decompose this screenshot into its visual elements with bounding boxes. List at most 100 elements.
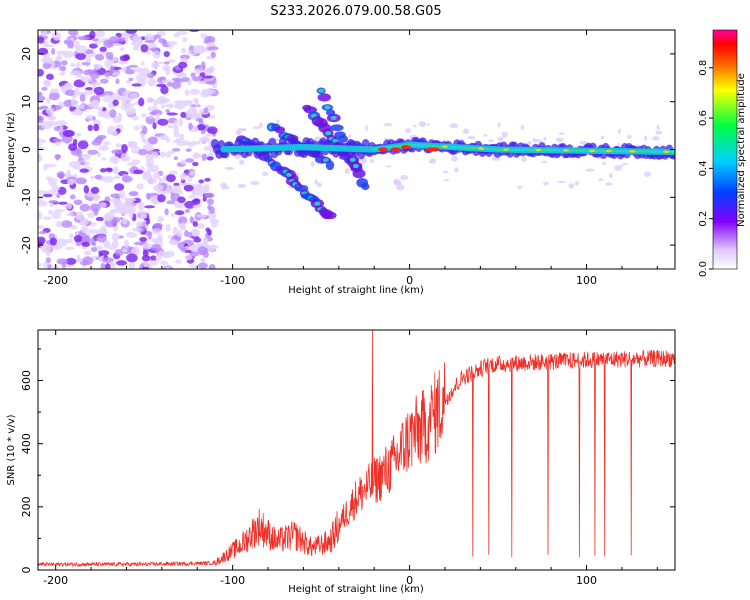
noise-blob (55, 154, 60, 161)
noise-blob (75, 177, 87, 185)
noise-blob (64, 246, 75, 251)
noise-blob (99, 168, 107, 173)
noise-blob (73, 199, 83, 205)
noise-blob (190, 72, 196, 78)
noise-blob (125, 66, 131, 70)
y-tick-label: 0 (20, 567, 33, 574)
streak-core (330, 116, 337, 121)
noise-blob (123, 239, 129, 249)
noise-blob (43, 56, 54, 64)
ridge-core (671, 150, 675, 154)
speckle (252, 126, 262, 130)
noise-blob (134, 67, 143, 73)
noise-blob (69, 70, 82, 76)
noise-blob (184, 89, 190, 96)
noise-blob (171, 81, 182, 90)
speckle (541, 160, 548, 164)
noise-blob (203, 67, 212, 76)
noise-blob (56, 171, 66, 179)
noise-blob (197, 262, 208, 269)
noise-blob (208, 264, 216, 269)
warm-spot (589, 149, 596, 153)
noise-blob (120, 152, 128, 161)
noise-blob (119, 190, 126, 200)
noise-blob (148, 115, 155, 119)
speckle (224, 166, 233, 170)
noise-blob (38, 142, 42, 147)
noise-blob (144, 205, 156, 209)
noise-blob (134, 125, 140, 131)
speckle (521, 156, 527, 163)
noise-blob (153, 172, 161, 180)
warm-spot (478, 147, 485, 150)
noise-blob (90, 246, 98, 253)
noise-blob (176, 230, 183, 237)
noise-blob (122, 218, 128, 225)
noise-blob (74, 211, 84, 220)
noise-blob (38, 190, 48, 195)
noise-blob (93, 86, 105, 95)
hot-spot (429, 147, 440, 152)
streak-core (349, 157, 356, 162)
noise-blob (160, 260, 169, 266)
speckle (614, 165, 622, 171)
noise-blob (148, 136, 159, 145)
noise-blob (51, 104, 62, 111)
noise-blob (168, 239, 178, 245)
noise-blob (183, 184, 194, 192)
noise-blob (51, 47, 56, 55)
colorbar: 0.0 0.2 0.4 0.6 0.8 Normalized spectral ampl… (698, 29, 747, 277)
streak-core (285, 172, 292, 177)
noise-blob (128, 64, 139, 68)
noise-blob (110, 65, 115, 74)
speckle (383, 137, 391, 141)
y-tick-label: 0 (20, 146, 33, 153)
noise-blob (111, 208, 118, 213)
noise-blob (133, 169, 144, 175)
noise-blob (67, 176, 77, 180)
speckle (568, 183, 575, 189)
noise-blob (121, 98, 127, 106)
spectrogram-x-label: Height of straight line (km) (288, 285, 424, 296)
noise-blob (118, 96, 125, 101)
speckle (574, 181, 580, 186)
noise-blob (166, 82, 173, 87)
noise-blob (210, 51, 216, 59)
streak-core (325, 131, 332, 136)
noise-blob (38, 68, 44, 77)
noise-blob (207, 204, 212, 211)
noise-blob (124, 208, 136, 213)
noise-blob (115, 78, 120, 85)
noise-blob (87, 212, 95, 219)
noise-blob (128, 191, 139, 197)
noise-blob (139, 213, 147, 219)
noise-blob (93, 123, 100, 132)
noise-blob (146, 72, 155, 79)
noise-blob (184, 255, 193, 261)
warm-spot (629, 150, 636, 153)
y-tick-label: -10 (20, 188, 33, 206)
speckle (413, 124, 417, 128)
noise-blob (103, 39, 115, 48)
streak-blob (274, 126, 286, 134)
noise-blob (149, 47, 161, 51)
noise-blob (138, 149, 148, 156)
noise-blob (204, 177, 211, 182)
noise-blob (121, 143, 128, 153)
noise-blob (121, 248, 128, 253)
noise-blob (126, 253, 138, 263)
noise-blob (51, 185, 60, 192)
noise-blob (179, 133, 185, 140)
noise-blob (190, 141, 201, 145)
speckle (383, 122, 393, 127)
noise-blob (192, 221, 199, 227)
noise-blob (42, 261, 49, 268)
ridge-halo (300, 148, 309, 159)
noise-blob (38, 262, 42, 268)
speckle (598, 178, 604, 182)
noise-blob (152, 200, 159, 205)
noise-blob (77, 35, 90, 41)
noise-blob (125, 30, 137, 34)
noise-blob (89, 30, 96, 39)
